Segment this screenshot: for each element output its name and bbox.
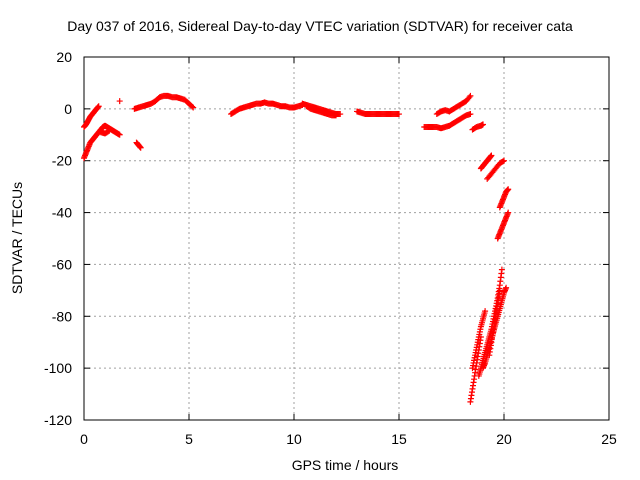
- data-point: [482, 308, 489, 315]
- data-point: [333, 112, 339, 119]
- data-point: [116, 131, 123, 138]
- data-point: [95, 103, 102, 110]
- data-point: [466, 94, 473, 101]
- data-point: [467, 92, 474, 99]
- y-tick-label: -120: [44, 412, 72, 428]
- data-point: [116, 98, 123, 105]
- x-tick-label: 5: [185, 431, 193, 447]
- data-point: [137, 144, 144, 151]
- plot-frame: [83, 56, 610, 421]
- y-tick-label: -40: [52, 205, 72, 221]
- y-tick-label: -80: [52, 308, 72, 324]
- x-tick-label: 10: [286, 431, 302, 447]
- data-point: [396, 111, 402, 118]
- x-axis-label: GPS time / hours: [291, 457, 399, 473]
- y-tick-label: 20: [56, 49, 72, 65]
- x-tick-label: 15: [391, 431, 407, 447]
- y-tick-label: -60: [52, 256, 72, 272]
- data-point: [503, 284, 510, 291]
- y-tick-label: -100: [44, 360, 72, 376]
- data-point: [505, 209, 512, 216]
- y-tick-label: -20: [52, 153, 72, 169]
- x-axis-ticks: 0 5 10 15 20 25: [80, 57, 617, 447]
- data-point: [480, 121, 486, 128]
- data-point: [189, 103, 196, 110]
- data-point: [190, 104, 197, 111]
- data-points: [81, 92, 512, 405]
- y-axis-label: SDTVAR / TECUs: [9, 181, 25, 295]
- data-point: [337, 111, 344, 118]
- data-point: [106, 127, 113, 134]
- data-point: [488, 152, 495, 159]
- y-axis-ticks: 20 0 -20 -40 -60 -80 -100 -120: [44, 49, 609, 428]
- data-point: [496, 287, 503, 294]
- y-tick-label: 0: [64, 101, 72, 117]
- data-point: [505, 186, 512, 193]
- data-point: [501, 157, 507, 164]
- data-point: [467, 111, 474, 118]
- data-point: [498, 266, 505, 273]
- x-tick-label: 25: [601, 431, 617, 447]
- data-point: [499, 158, 506, 165]
- x-tick-label: 0: [80, 431, 88, 447]
- chart-title: Day 037 of 2016, Sidereal Day-to-day VTE…: [67, 18, 573, 34]
- data-point: [105, 128, 112, 135]
- x-tick-label: 20: [496, 431, 512, 447]
- grid-lines: [84, 57, 609, 420]
